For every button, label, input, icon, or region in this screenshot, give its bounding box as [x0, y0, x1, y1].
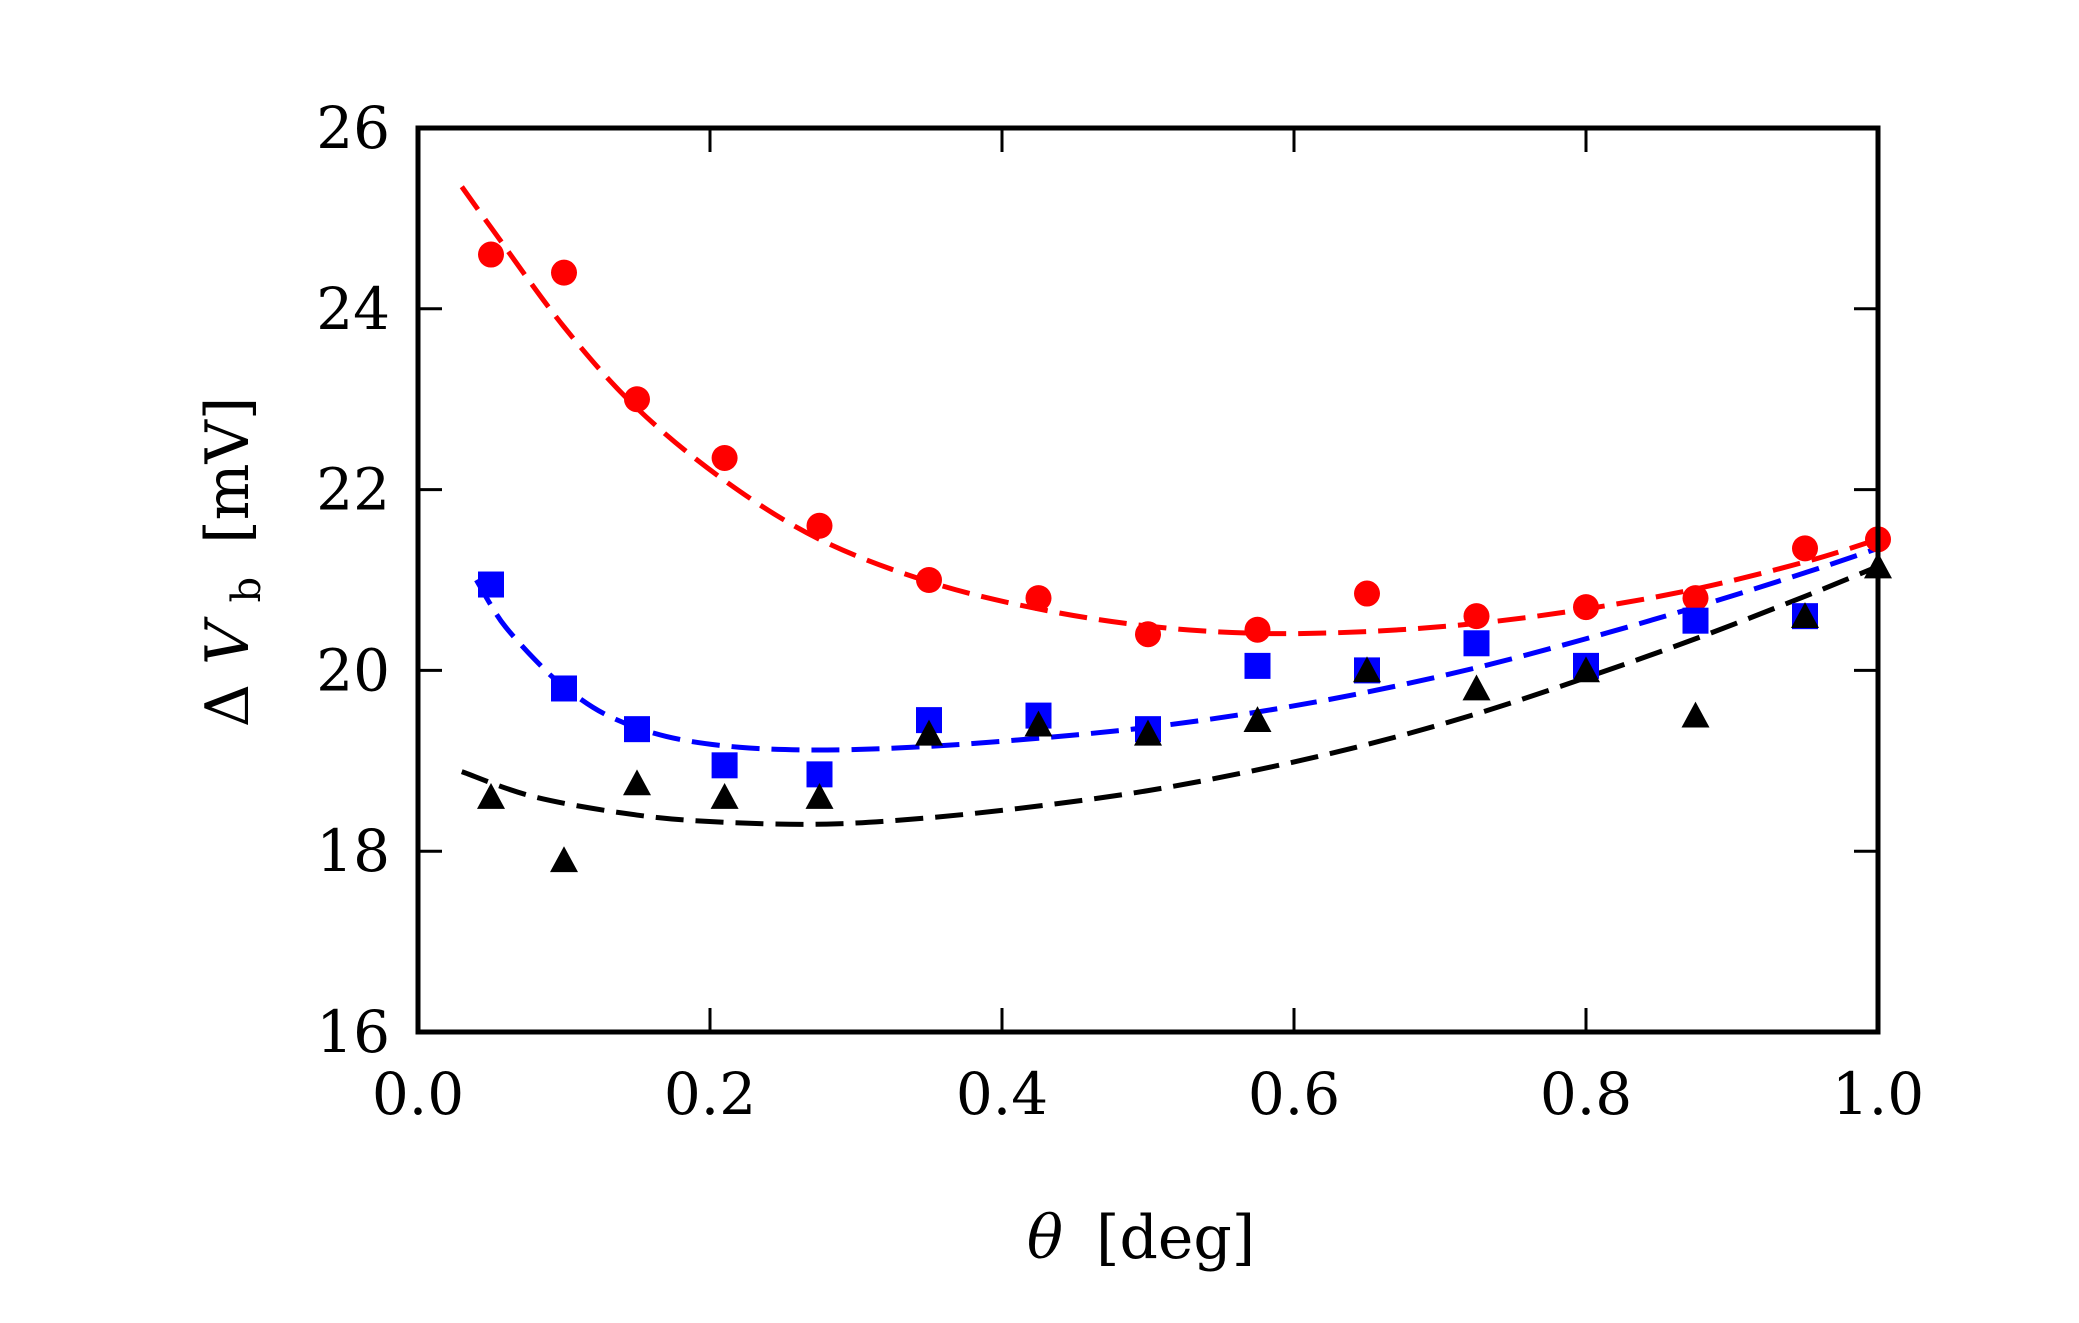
x-tick-label: 0.0: [372, 1060, 464, 1128]
point-red: [1682, 585, 1709, 612]
point-red: [551, 259, 577, 286]
point-blue: [478, 571, 504, 598]
x-tick-label: 0.4: [956, 1060, 1048, 1128]
point-blue: [1463, 630, 1490, 657]
point-blue: [624, 716, 650, 743]
y-axis-label: Δ V b [mV]: [193, 397, 275, 728]
point-red: [806, 512, 833, 539]
y-tick-label: 26: [316, 94, 390, 162]
y-axis-var: V: [193, 616, 263, 665]
point-red: [478, 241, 504, 268]
point-black: [1024, 710, 1053, 737]
point-black: [1681, 701, 1710, 728]
plot-frame: [415, 125, 1881, 1035]
point-black: [915, 719, 943, 746]
point-black: [1134, 719, 1162, 746]
point-red: [1573, 594, 1599, 621]
x-axis-symbol: θ: [1027, 1203, 1063, 1273]
point-red: [1244, 616, 1271, 643]
point-black: [623, 769, 651, 796]
y-axis-delta: Δ: [193, 684, 263, 727]
fit-line-red: [459, 185, 1879, 637]
y-tick-labels: 16 18 20 22 24 26: [316, 94, 390, 1066]
y-tick-label: 16: [316, 998, 390, 1066]
point-red: [916, 567, 942, 593]
point-black: [710, 782, 739, 809]
point-red: [711, 444, 738, 471]
y-axis-sub: b: [224, 577, 270, 603]
point-blue: [551, 675, 577, 702]
x-tick-label: 0.8: [1540, 1060, 1632, 1128]
y-tick-label: 20: [316, 636, 390, 704]
point-black: [805, 782, 834, 809]
point-blue: [711, 752, 738, 779]
point-black: [477, 782, 505, 809]
x-tick-label: 1.0: [1832, 1060, 1924, 1128]
x-tick-label: 0.6: [1248, 1060, 1340, 1128]
point-red: [624, 386, 650, 413]
point-red: [1463, 603, 1490, 630]
point-red: [1792, 535, 1818, 562]
point-black: [1572, 656, 1600, 683]
y-tick-label: 18: [316, 817, 390, 885]
point-black: [1243, 706, 1272, 733]
data-markers: [477, 241, 1892, 873]
point-black: [1791, 602, 1819, 629]
fit-line-blue: [474, 545, 1879, 753]
x-tick-labels: 0.0 0.2 0.4 0.6 0.8 1.0: [372, 1060, 1924, 1128]
y-axis-unit: [mV]: [193, 397, 263, 544]
x-axis-unit: [deg]: [1096, 1203, 1255, 1273]
fit-line-black: [460, 564, 1879, 827]
point-black: [1462, 674, 1491, 701]
point-blue: [1682, 607, 1709, 634]
x-tick-label: 0.2: [664, 1060, 756, 1128]
point-blue: [1244, 652, 1271, 679]
fit-lines: [459, 185, 1879, 827]
point-red: [1354, 580, 1380, 607]
point-black: [550, 846, 578, 873]
y-tick-label: 22: [316, 456, 390, 524]
axis-ticks: [416, 126, 1880, 1034]
point-black: [1353, 656, 1381, 683]
x-axis-label: θ [deg]: [1027, 1203, 1255, 1273]
point-red: [1025, 585, 1052, 612]
point-red: [1135, 621, 1161, 648]
y-tick-label: 24: [316, 275, 390, 343]
